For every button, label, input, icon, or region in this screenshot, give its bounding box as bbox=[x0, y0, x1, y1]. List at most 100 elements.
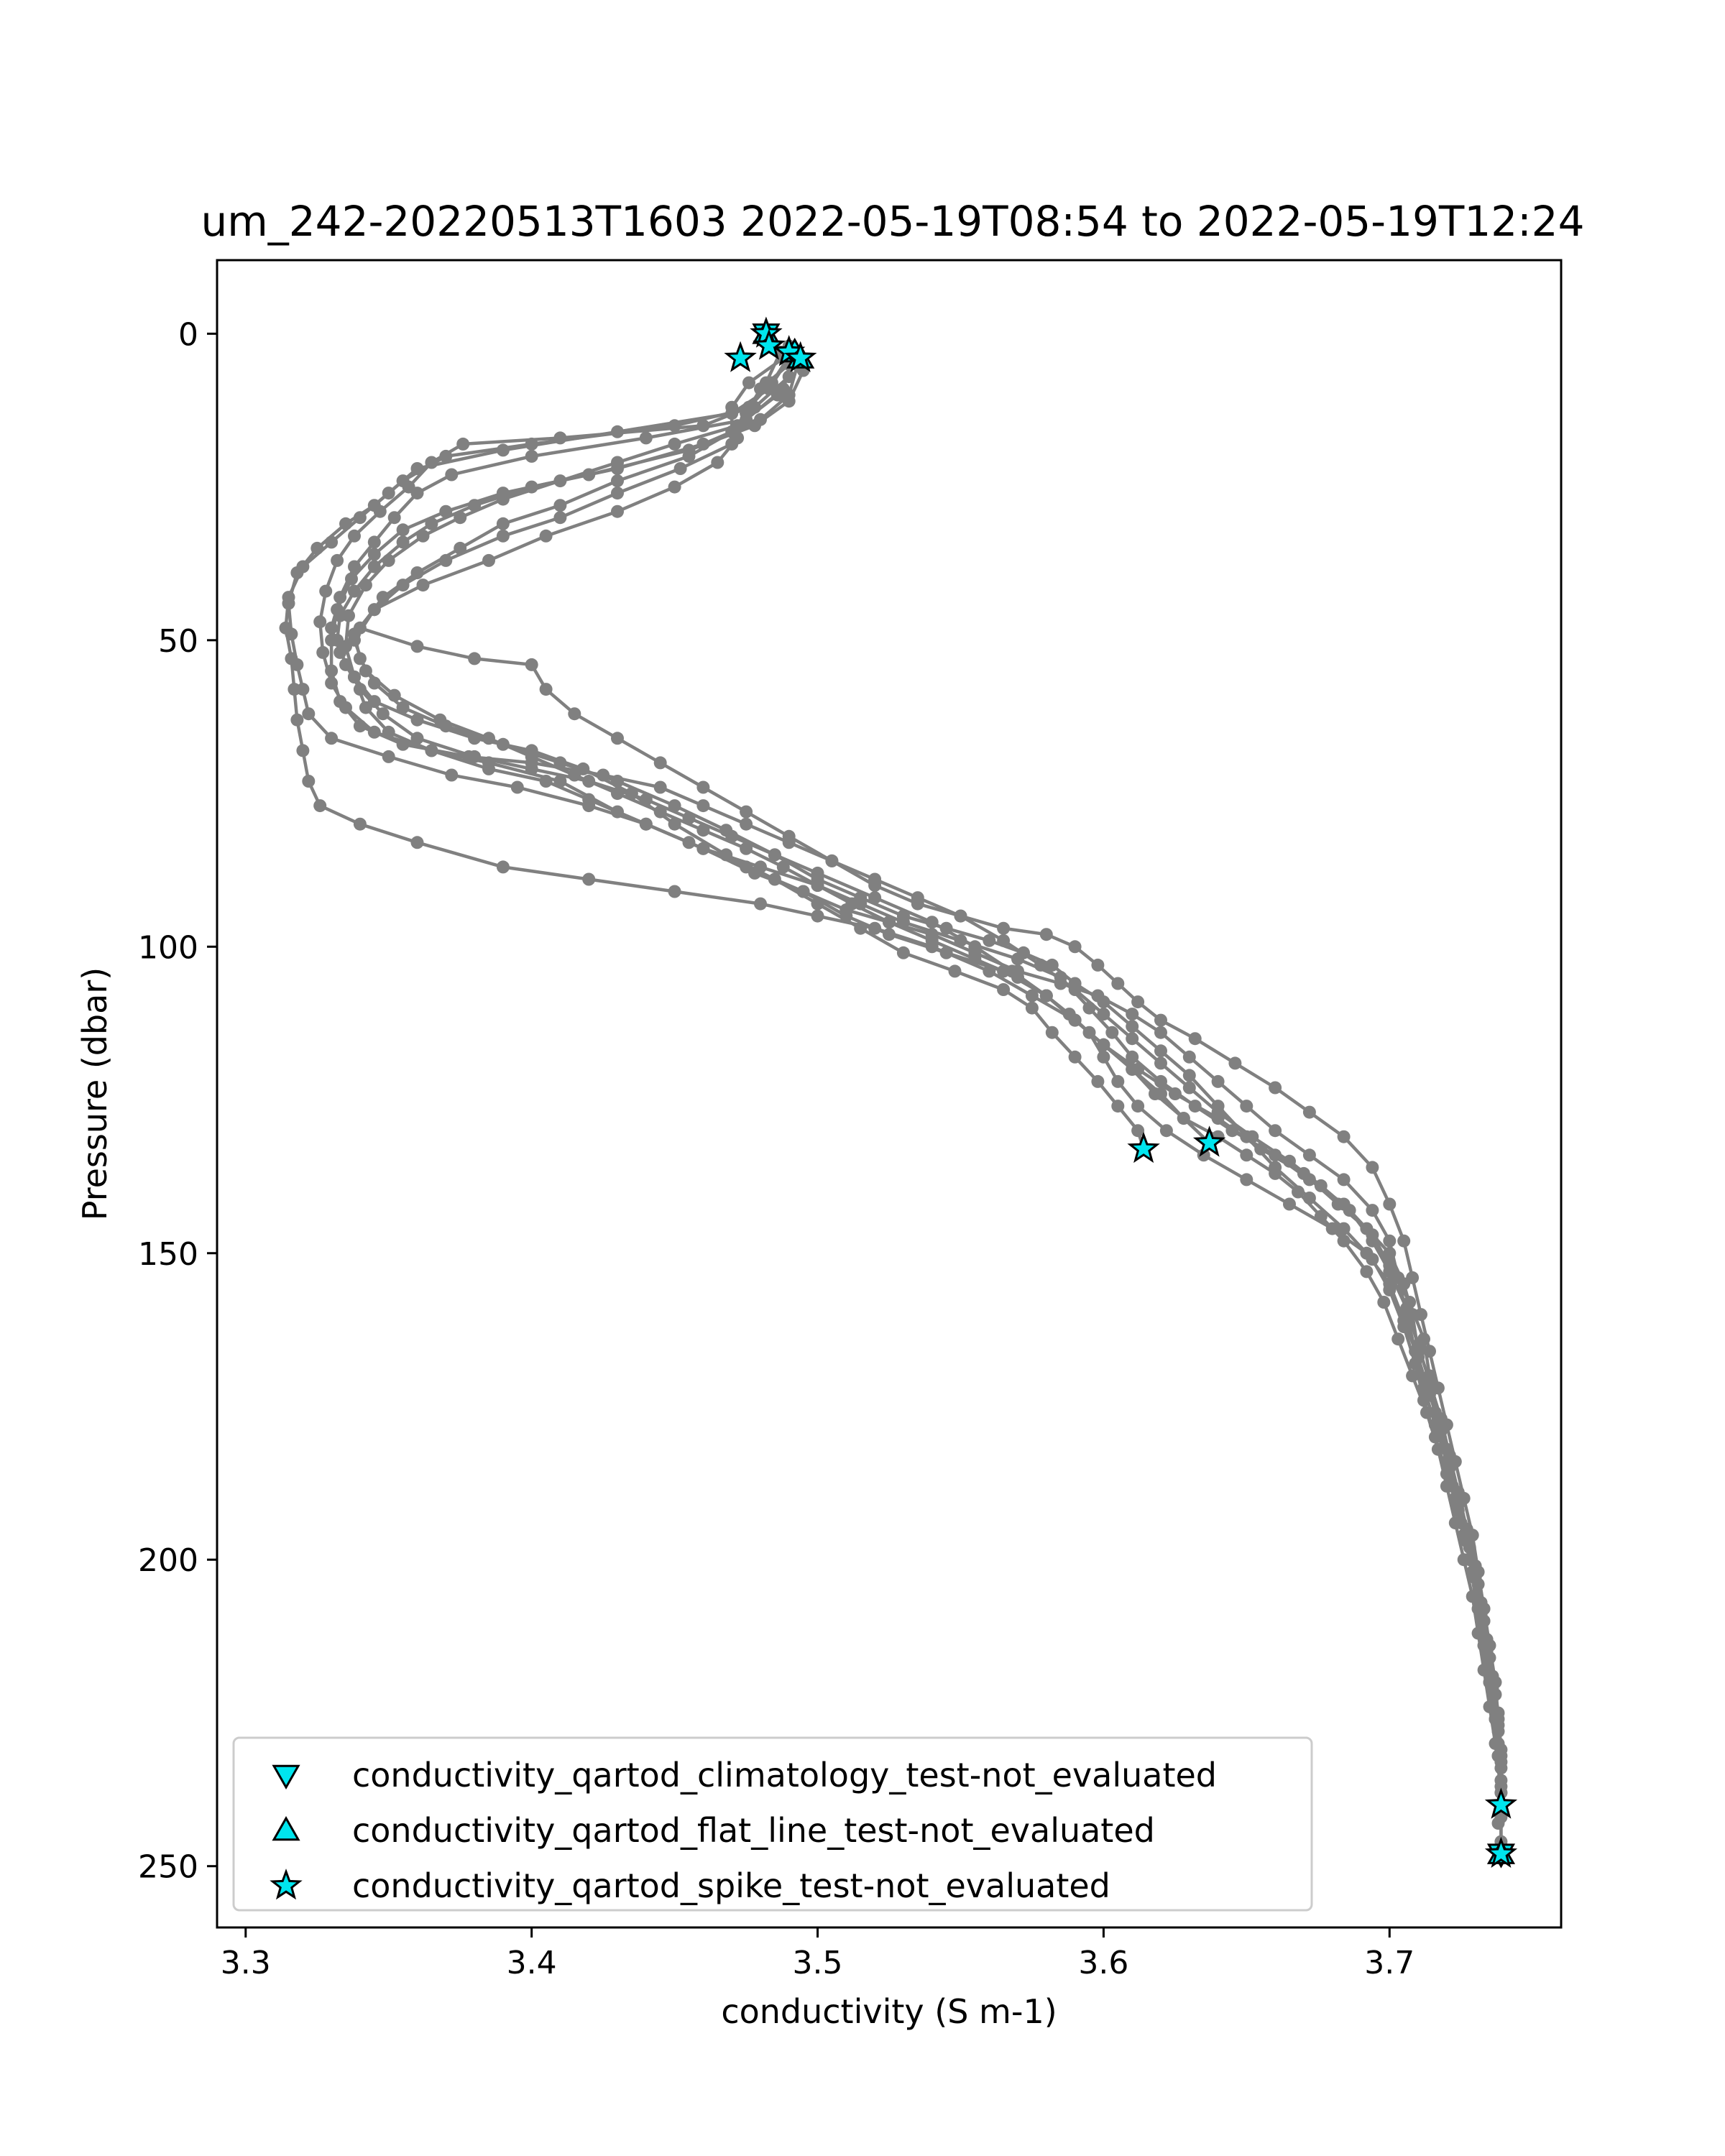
profile-point bbox=[668, 885, 681, 898]
profile-point bbox=[416, 529, 430, 543]
chart-title: um_242-20220513T1603 2022-05-19T08:54 to… bbox=[201, 197, 1585, 246]
profile-point bbox=[696, 824, 710, 837]
profile-point bbox=[1154, 1013, 1167, 1027]
profile-point bbox=[582, 793, 596, 806]
profile-point bbox=[1397, 1314, 1411, 1327]
flag-marker-star bbox=[1192, 1125, 1226, 1157]
plot-area bbox=[279, 316, 1518, 1869]
profile-point bbox=[1480, 1645, 1494, 1659]
profile-point bbox=[282, 591, 295, 604]
flag-marker-star bbox=[1484, 1787, 1518, 1819]
profile-point bbox=[825, 854, 839, 867]
flag-marker-star bbox=[783, 341, 817, 372]
profile-point bbox=[719, 824, 733, 837]
profile-point bbox=[1491, 1817, 1505, 1830]
profile-point bbox=[639, 817, 653, 831]
profile-point bbox=[1360, 1265, 1374, 1279]
profile-point bbox=[1182, 1050, 1196, 1064]
profile-point bbox=[539, 683, 553, 696]
profile-point bbox=[1097, 995, 1110, 1009]
profile-point bbox=[1269, 1124, 1282, 1138]
profile-point bbox=[396, 535, 410, 549]
profile-point bbox=[496, 860, 510, 874]
profile-point bbox=[376, 707, 390, 721]
profile-point bbox=[1240, 1173, 1254, 1187]
profile-point bbox=[331, 603, 344, 617]
profile-point bbox=[359, 701, 372, 714]
profile-point bbox=[439, 505, 453, 518]
profile-point bbox=[1197, 1148, 1210, 1162]
profile-point bbox=[997, 921, 1011, 935]
profile-point bbox=[325, 633, 339, 647]
profile-point bbox=[353, 817, 367, 831]
x-axis-ticks: 3.3 3.4 3.5 3.6 3.7 bbox=[221, 1927, 1414, 1981]
profile-point bbox=[359, 664, 372, 678]
profile-point bbox=[668, 480, 681, 494]
profile-point bbox=[1062, 1008, 1076, 1021]
profile-point bbox=[539, 529, 553, 543]
y-tick-label: 250 bbox=[138, 1849, 198, 1886]
x-tick-label: 3.3 bbox=[221, 1945, 271, 1981]
profile-point bbox=[319, 584, 333, 598]
profile-point bbox=[331, 553, 344, 567]
profile-point bbox=[539, 775, 553, 788]
profile-point bbox=[1325, 1222, 1339, 1235]
profile-point bbox=[1448, 1516, 1462, 1530]
profile-point bbox=[288, 683, 301, 696]
profile-point bbox=[348, 671, 361, 683]
profile-point bbox=[348, 633, 361, 647]
profile-point bbox=[1383, 1197, 1397, 1211]
profile-point bbox=[525, 449, 538, 463]
profile-point bbox=[348, 529, 361, 543]
profile-point bbox=[1126, 1008, 1139, 1021]
profile-point bbox=[568, 707, 581, 721]
profile-point bbox=[439, 449, 453, 463]
profile-point bbox=[410, 836, 424, 849]
profile-point bbox=[325, 732, 339, 745]
profile-point bbox=[367, 603, 381, 617]
legend-label: conductivity_qartod_climatology_test-not… bbox=[352, 1756, 1217, 1795]
profile-point bbox=[1126, 1050, 1139, 1064]
profile-point bbox=[334, 695, 347, 709]
profile-point bbox=[1211, 1074, 1225, 1088]
profile-point bbox=[1383, 1234, 1397, 1248]
profile-point bbox=[348, 560, 361, 573]
profile-point bbox=[445, 768, 459, 782]
profile-point bbox=[740, 817, 753, 831]
profile-point bbox=[1302, 1148, 1316, 1162]
profile-point bbox=[387, 511, 401, 525]
profile-point bbox=[725, 400, 739, 414]
profile-point bbox=[731, 431, 745, 445]
profile-point bbox=[1111, 1100, 1125, 1113]
y-tick-label: 150 bbox=[138, 1236, 198, 1273]
profile-point bbox=[1045, 1026, 1059, 1039]
profile-point bbox=[396, 523, 410, 537]
profile-point bbox=[883, 916, 896, 929]
profile-point bbox=[1068, 940, 1082, 954]
profile-point bbox=[1443, 1461, 1456, 1475]
profile-point bbox=[611, 505, 624, 518]
profile-point bbox=[854, 921, 868, 935]
profile-point bbox=[1131, 1124, 1145, 1138]
profile-point bbox=[1337, 1173, 1351, 1187]
profile-point bbox=[582, 872, 596, 886]
profile-point bbox=[525, 658, 538, 671]
profile-point bbox=[496, 492, 510, 506]
profile-point bbox=[1314, 1179, 1328, 1192]
profile-point bbox=[1154, 1087, 1167, 1100]
profile-point bbox=[1182, 1069, 1196, 1082]
profile-point bbox=[1225, 1124, 1239, 1138]
profile-point bbox=[868, 921, 882, 935]
x-tick-label: 3.4 bbox=[507, 1945, 557, 1981]
profile-point bbox=[997, 983, 1011, 996]
profile-point bbox=[296, 560, 310, 573]
profile-point bbox=[1045, 958, 1059, 972]
profile-point bbox=[748, 419, 761, 433]
profile-point bbox=[742, 376, 755, 390]
profile-point bbox=[1154, 1044, 1167, 1058]
flag-marker-star bbox=[1484, 1836, 1518, 1869]
profile-point bbox=[911, 897, 924, 911]
profile-point bbox=[1302, 1173, 1316, 1187]
profile-point bbox=[1228, 1056, 1242, 1070]
